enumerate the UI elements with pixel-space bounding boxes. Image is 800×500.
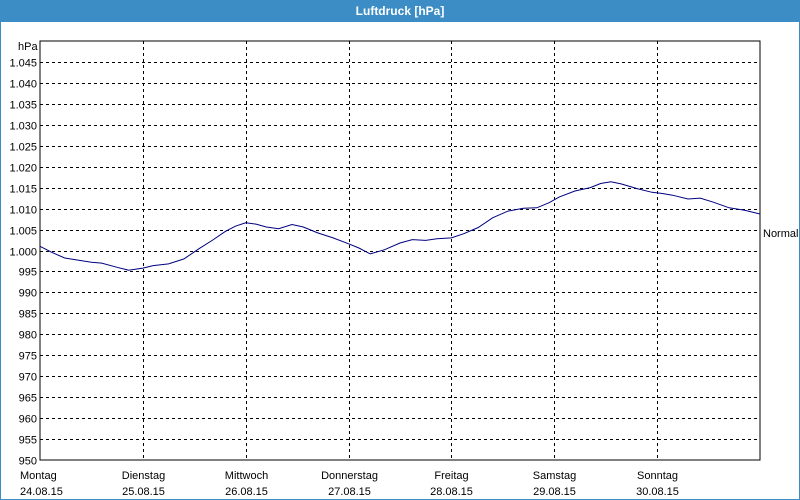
x-tick-weekday: Samstag <box>533 470 576 482</box>
x-tick-date: 29.08.15 <box>533 486 576 498</box>
y-tick-label: 1.000 <box>9 247 37 259</box>
y-tick-label: 975 <box>19 351 37 363</box>
x-tick-weekday: Sonntag <box>637 470 678 482</box>
y-tick-label: 1.035 <box>9 100 37 112</box>
y-tick-label: 980 <box>19 330 37 342</box>
y-tick-label: 955 <box>19 435 37 447</box>
y-tick-label: 1.025 <box>9 142 37 154</box>
x-tick-weekday: Dienstag <box>122 470 165 482</box>
x-tick-date: 27.08.15 <box>328 486 371 498</box>
x-tick-date: 26.08.15 <box>225 486 268 498</box>
y-tick-label: 1.045 <box>9 58 37 70</box>
y-axis-label: hPa <box>18 41 38 53</box>
y-tick-label: 950 <box>19 456 37 468</box>
x-tick-weekday: Montag <box>20 470 57 482</box>
y-tick-label: 990 <box>19 288 37 300</box>
x-axis: Montag 24.08.15 Dienstag 25.08.15 Mittwoch 26… <box>20 470 679 498</box>
grid <box>40 41 760 460</box>
y-tick-label: 960 <box>19 414 37 426</box>
y-tick-label: 970 <box>19 372 37 384</box>
x-tick-weekday: Donnerstag <box>321 470 378 482</box>
x-tick-weekday: Freitag <box>434 470 468 482</box>
x-tick-date: 24.08.15 <box>20 486 63 498</box>
y-tick-label: 1.030 <box>9 121 37 133</box>
y-tick-label: 1.040 <box>9 79 37 91</box>
chart-title: Luftdruck [hPa] <box>1 1 799 22</box>
y-tick-label: 1.020 <box>9 163 37 175</box>
plot-area-border <box>39 40 761 461</box>
y-tick-label: 1.010 <box>9 205 37 217</box>
y-tick-label: 985 <box>19 309 37 321</box>
x-tick-date: 25.08.15 <box>122 486 165 498</box>
x-tick-weekday: Mittwoch <box>225 470 268 482</box>
y-tick-label: 965 <box>19 393 37 405</box>
y-axis: 950 955 960 965 970 975 980 985 990 995 1.000 1.005… <box>9 58 37 468</box>
y-tick-label: 995 <box>19 267 37 279</box>
x-tick-date: 28.08.15 <box>430 486 473 498</box>
annotation-normal: Normal <box>763 228 798 240</box>
y-tick-label: 1.005 <box>9 226 37 238</box>
series-line-luftdruck <box>39 181 761 271</box>
x-tick-date: 30.08.15 <box>636 486 679 498</box>
y-tick-label: 1.015 <box>9 184 37 196</box>
